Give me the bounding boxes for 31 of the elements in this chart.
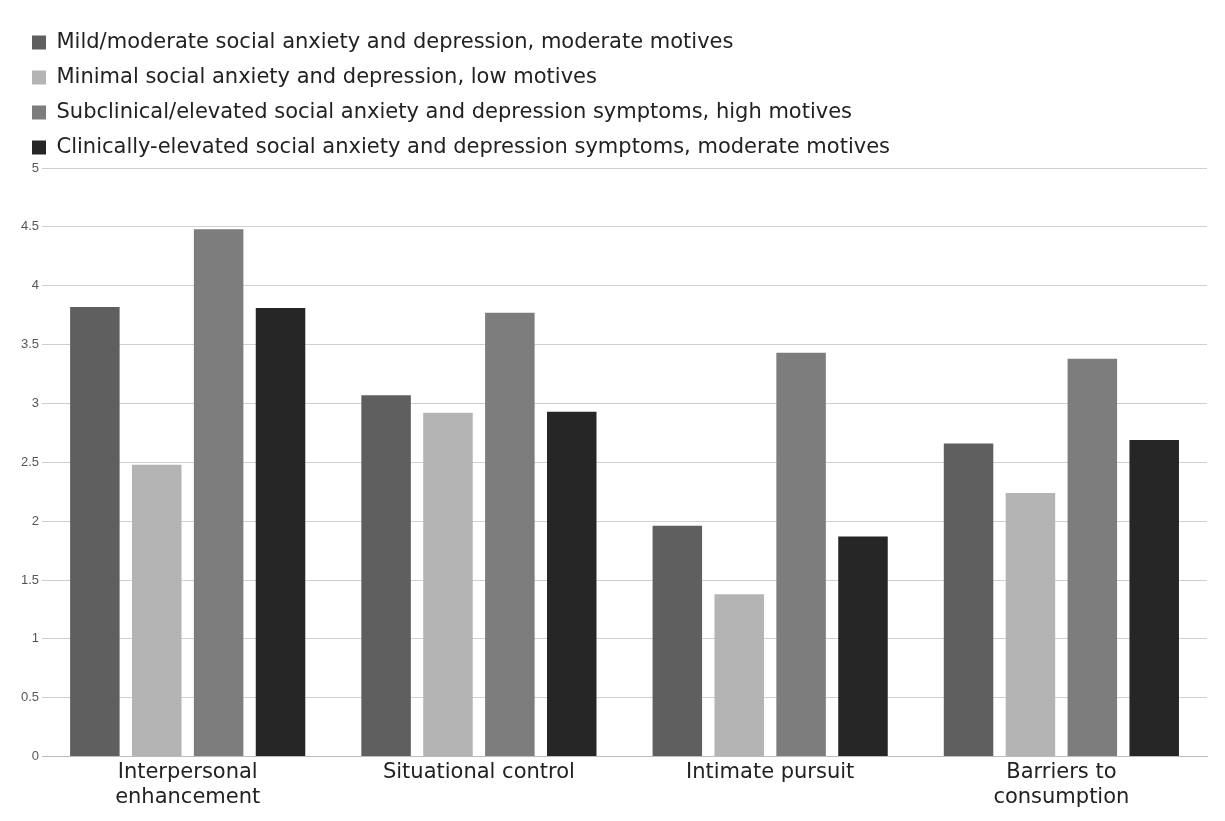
bar (70, 306, 120, 757)
y-tick-label: 1 (31, 630, 40, 646)
y-tick-label: 1.5 (20, 571, 40, 587)
bar (652, 525, 703, 757)
bar (547, 411, 597, 757)
x-tick-label: Situational control (382, 758, 575, 783)
x-tick-label: Interpersonal enhancement (115, 758, 261, 808)
bar (838, 536, 888, 757)
bar (1067, 358, 1118, 757)
y-tick-label: 3 (31, 395, 40, 411)
bar (485, 312, 535, 757)
bar (943, 443, 994, 757)
y-tick-label: 0.5 (20, 689, 40, 705)
bar (1129, 439, 1179, 757)
x-tick-label: Intimate pursuit (685, 758, 855, 783)
y-tick-label: 2 (31, 512, 40, 528)
x-tick-label: Barriers to consumption (993, 758, 1130, 808)
legend-label: Mild/moderate social anxiety and depression, moderate motives (56, 28, 734, 53)
legend-label: Subclinical/elevated social anxiety and depression symptoms, high motives (56, 98, 853, 123)
bar (361, 395, 411, 757)
bar (193, 229, 244, 757)
y-tick-label: 0 (31, 748, 40, 764)
y-tick-label: 3.5 (20, 336, 40, 352)
bar (255, 308, 306, 757)
legend-label: Clinically-elevated social anxiety and depression symptoms, moderate motives (56, 133, 891, 158)
bar (776, 352, 826, 757)
y-tick-label: 4.5 (20, 218, 40, 234)
y-tick-label: 4 (31, 277, 40, 293)
y-tick-label: 5 (31, 159, 40, 175)
legend-label: Minimal social anxiety and depression, low motives (56, 63, 597, 88)
y-tick-label: 2.5 (20, 453, 40, 469)
